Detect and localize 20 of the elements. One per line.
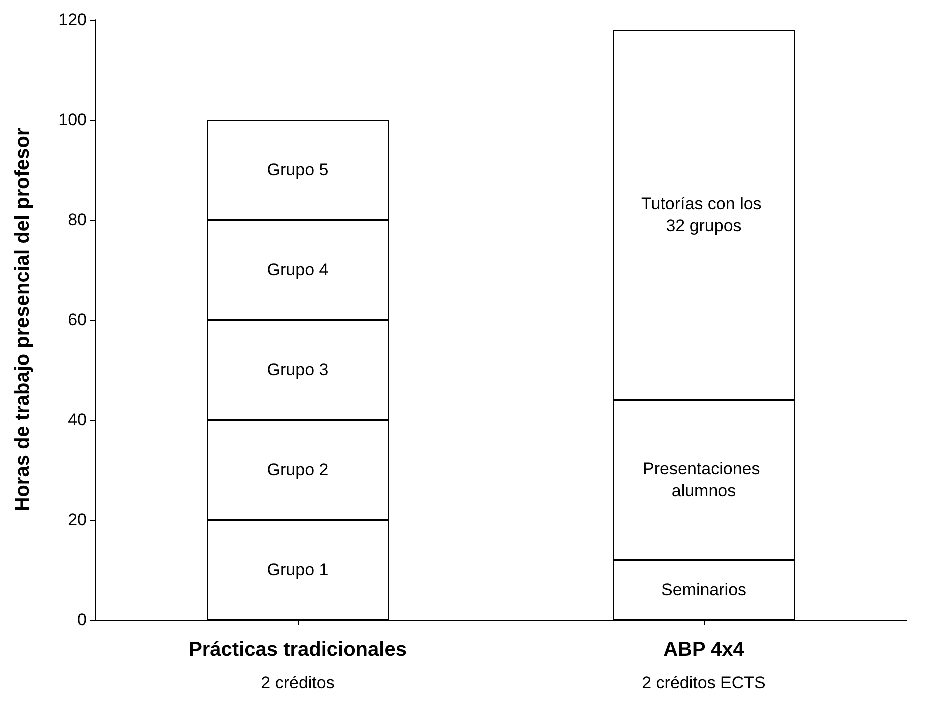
y-tick-label: 60 — [68, 310, 87, 330]
y-axis-title: Horas de trabajo presencial del profesor — [12, 128, 34, 512]
series-label: Grupo 4 — [267, 260, 329, 280]
y-tick-label: 100 — [58, 110, 87, 130]
text: 2 créditos ECTS — [642, 674, 766, 692]
y-tick-label: 40 — [68, 410, 87, 430]
series-label: Grupo 5 — [267, 160, 329, 180]
series-label: Presentaciones alumnos — [643, 460, 765, 500]
series-label: Grupo 2 — [267, 460, 329, 480]
x-tick-label: ABP 4x4 — [664, 639, 746, 661]
y-tick-label: 20 — [68, 510, 87, 530]
series-label: Seminarios — [661, 580, 747, 600]
series-label: Grupo 1 — [267, 560, 329, 580]
y-tick-label: 0 — [78, 610, 87, 630]
series-label: Grupo 3 — [267, 360, 329, 380]
series-label: Tutorías con los 32 grupos — [641, 194, 767, 236]
text: 2 créditos — [261, 674, 335, 692]
x-tick-label: Prácticas tradicionales — [189, 639, 407, 661]
y-tick-label: 120 — [58, 10, 87, 30]
y-tick-label: 80 — [68, 210, 87, 230]
